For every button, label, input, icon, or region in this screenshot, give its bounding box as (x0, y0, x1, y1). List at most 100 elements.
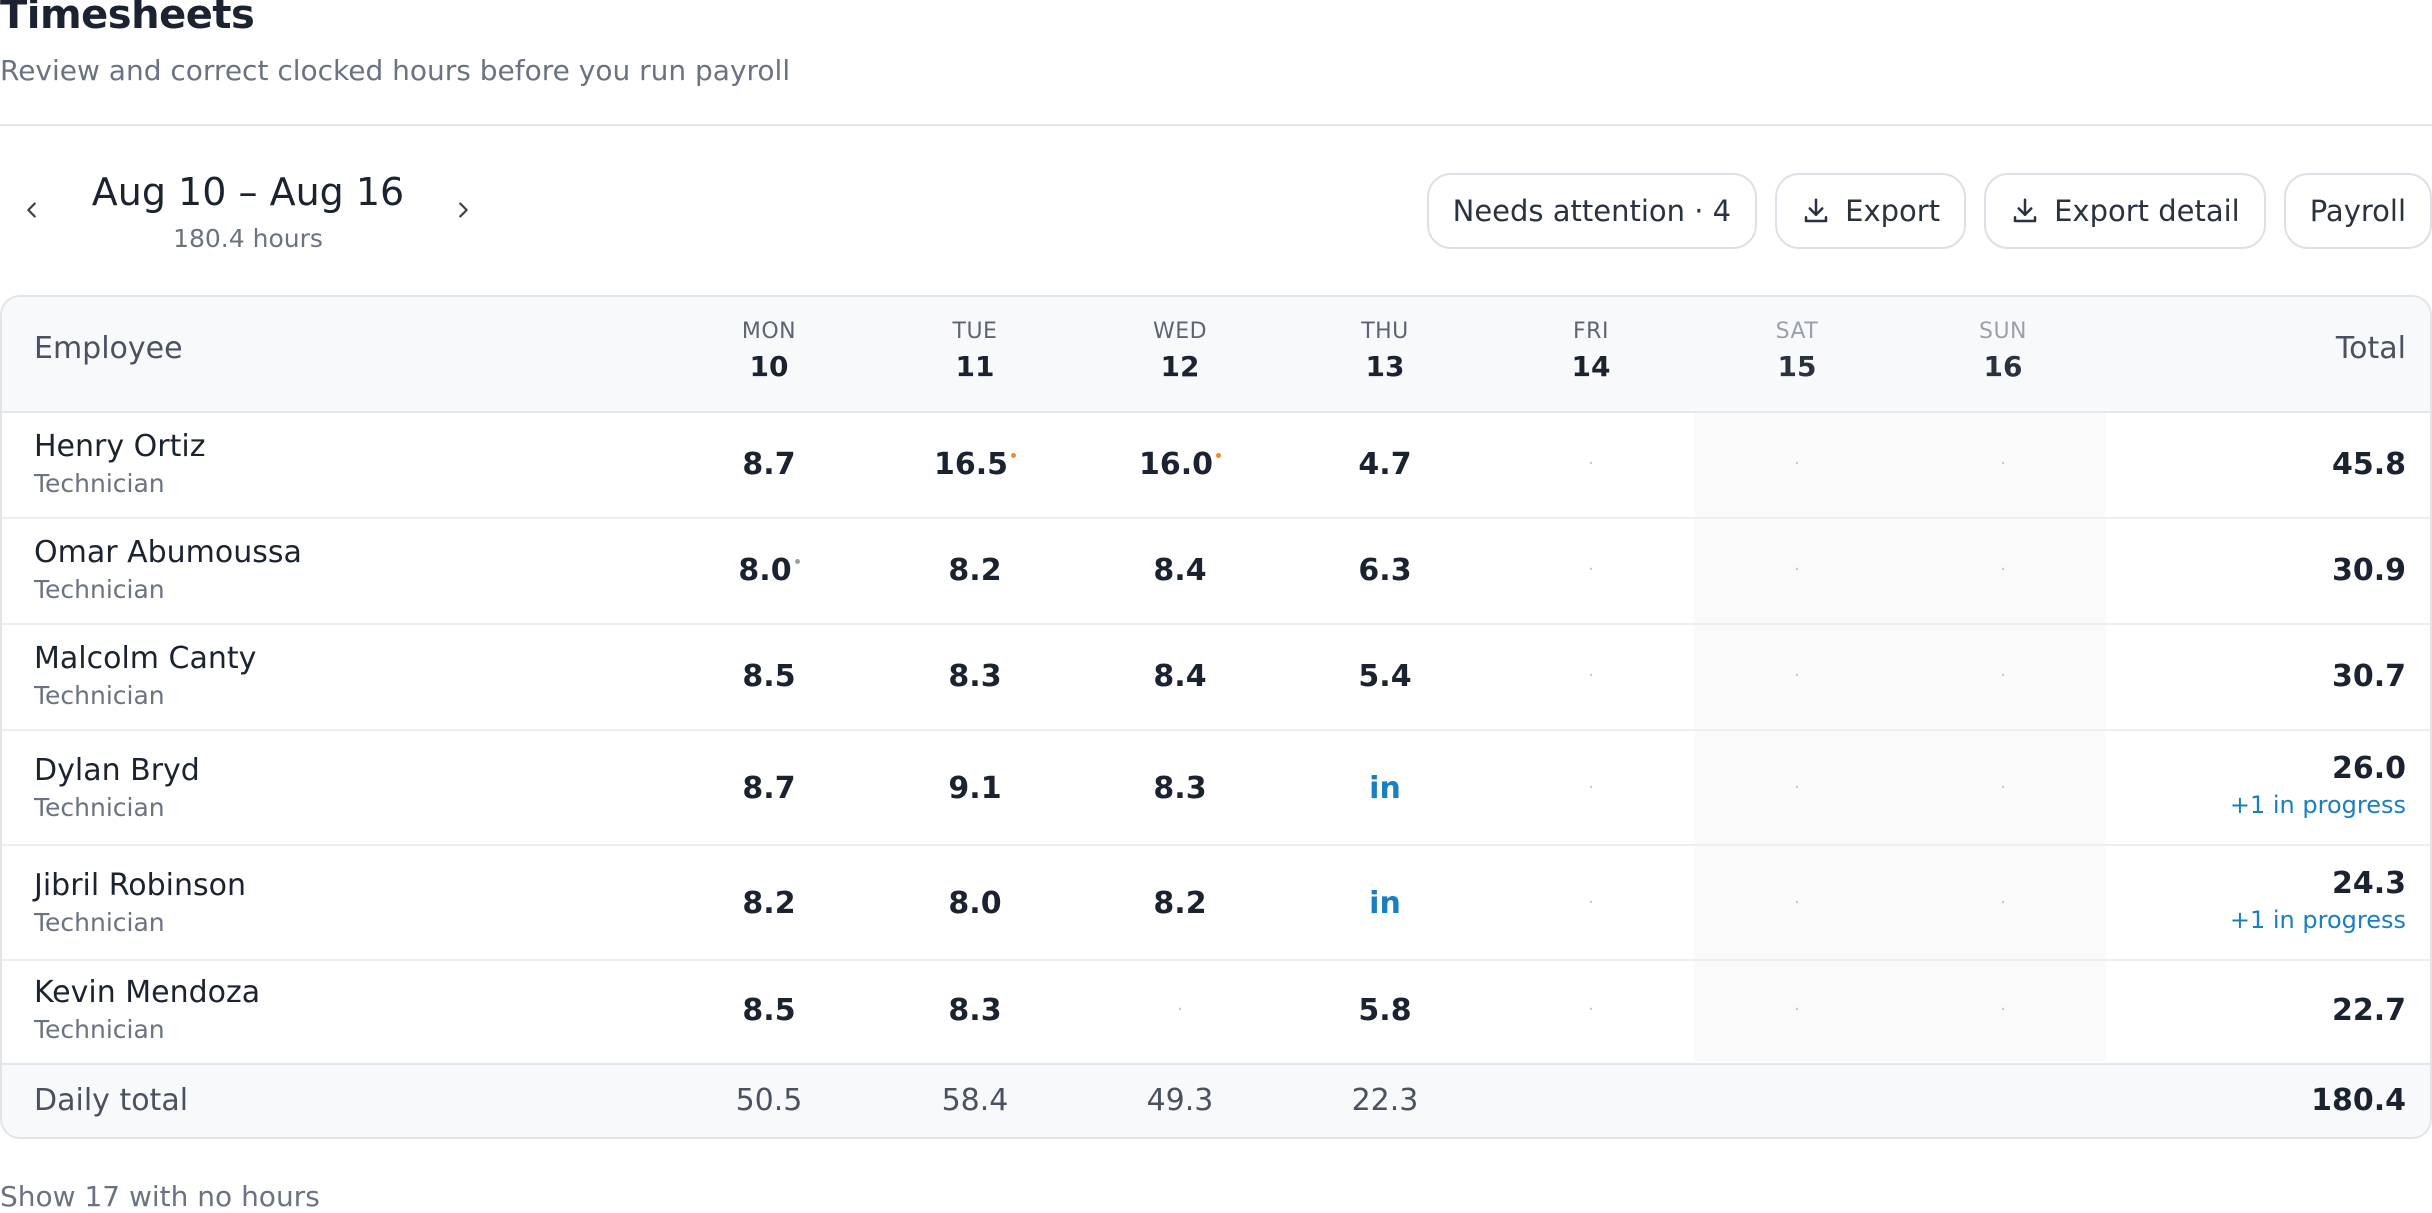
employee-role: Technician (34, 681, 165, 710)
week-navigator: Aug 10 – Aug 16 180.4 hours (0, 160, 500, 260)
table-row[interactable]: Omar Abumoussa Technician 8.0 8.2 8.4 6.… (2, 519, 2430, 625)
hours-cell[interactable]: 8.2 (948, 553, 1002, 588)
empty-cell[interactable]: · (2000, 892, 2006, 913)
hours-cell[interactable]: 16.0 (1077, 447, 1283, 482)
export-button[interactable]: Export (1775, 173, 1967, 249)
day-date: 14 (1571, 350, 1611, 383)
payroll-label: Payroll (2309, 194, 2406, 228)
daily-total-cell: 22.3 (1351, 1083, 1419, 1118)
daily-total-cell: 49.3 (1146, 1083, 1214, 1118)
hours-cell[interactable]: 8.3 (948, 993, 1002, 1028)
hours-cell[interactable]: 8.7 (742, 447, 796, 482)
clocked-in-cell[interactable]: in (1369, 886, 1401, 921)
hours-cell[interactable]: 8.0 (666, 553, 872, 588)
row-total: 22.7 (2331, 993, 2406, 1028)
row-total: 26.0 (2331, 751, 2406, 786)
hours-cell[interactable]: 8.5 (742, 659, 796, 694)
day-date: 10 (749, 350, 789, 383)
hours-cell[interactable]: 8.5 (742, 993, 796, 1028)
table-row[interactable]: Jibril Robinson Technician 8.2 8.0 8.2 i… (2, 846, 2430, 961)
day-date: 13 (1365, 350, 1405, 383)
hours-cell[interactable]: 8.4 (1153, 553, 1207, 588)
export-label: Export (1845, 194, 1941, 228)
hours-cell[interactable]: 8.4 (1153, 659, 1207, 694)
grand-total: 180.4 (2311, 1083, 2406, 1118)
hours-cell[interactable]: 5.4 (1358, 659, 1412, 694)
hours-cell[interactable]: 5.8 (1358, 993, 1412, 1028)
empty-cell[interactable]: · (1588, 559, 1594, 580)
empty-cell[interactable]: · (1588, 999, 1594, 1020)
empty-cell[interactable]: · (2000, 665, 2006, 686)
empty-cell[interactable]: · (1177, 999, 1183, 1020)
previous-week-button[interactable] (12, 188, 52, 232)
empty-cell[interactable]: · (1588, 665, 1594, 686)
total-column-header: Total (2335, 331, 2406, 366)
day-date: 15 (1777, 350, 1817, 383)
flag-dot-icon (1216, 453, 1222, 458)
empty-cell[interactable]: · (2000, 999, 2006, 1020)
empty-cell[interactable]: · (1588, 777, 1594, 798)
table-row[interactable]: Dylan Bryd Technician 8.7 9.1 8.3 in · ·… (2, 731, 2430, 846)
needs-attention-button[interactable]: Needs attention · 4 (1426, 173, 1758, 249)
hours-value: 16.0 (1138, 447, 1214, 482)
next-week-button[interactable] (443, 188, 483, 232)
day-header-sat: SAT 15 (1694, 319, 1900, 383)
weekend-column-shade (1900, 413, 2106, 1061)
export-detail-button[interactable]: Export detail (1984, 173, 2266, 249)
employee-role: Technician (34, 908, 165, 937)
week-hours-total: 180.4 hours (173, 224, 323, 253)
hours-value: 16.5 (933, 447, 1009, 482)
employee-role: Technician (34, 793, 165, 822)
empty-cell[interactable]: · (1588, 892, 1594, 913)
employee-role: Technician (34, 575, 165, 604)
day-date: 16 (1983, 350, 2023, 383)
page-title: Timesheets (0, 0, 255, 38)
table-row[interactable]: Malcolm Canty Technician 8.5 8.3 8.4 5.4… (2, 625, 2430, 731)
hours-cell[interactable]: 16.5 (872, 447, 1078, 482)
empty-cell[interactable]: · (1794, 665, 1800, 686)
hours-cell[interactable]: 8.3 (948, 659, 1002, 694)
page-subtitle: Review and correct clocked hours before … (0, 54, 791, 87)
day-of-week: FRI (1573, 319, 1609, 344)
hours-cell[interactable]: 6.3 (1358, 553, 1412, 588)
row-total: 30.9 (2331, 553, 2406, 588)
week-range: Aug 10 – Aug 16 (91, 170, 405, 214)
empty-cell[interactable]: · (1588, 453, 1594, 474)
payroll-button[interactable]: Payroll (2283, 173, 2432, 249)
daily-total-label: Daily total (34, 1083, 189, 1118)
toolbar: Needs attention · 4 Export Export detail… (1426, 173, 2432, 249)
show-no-hours-toggle[interactable]: Show 17 with no hours (0, 1180, 320, 1213)
hours-value: 8.0 (738, 553, 792, 588)
timesheet-table: Employee MON 10 TUE 11 WED 12 THU 13 FRI… (0, 295, 2432, 1139)
export-detail-label: Export detail (2054, 194, 2240, 228)
hours-cell[interactable]: 4.7 (1358, 447, 1412, 482)
empty-cell[interactable]: · (2000, 777, 2006, 798)
empty-cell[interactable]: · (2000, 559, 2006, 580)
hours-cell[interactable]: 8.2 (742, 886, 796, 921)
empty-cell[interactable]: · (1794, 999, 1800, 1020)
employee-name: Henry Ortiz (34, 429, 206, 464)
note-dot-icon (794, 559, 800, 564)
table-row[interactable]: Kevin Mendoza Technician 8.5 8.3 · 5.8 ·… (2, 961, 2430, 1063)
day-of-week: MON (741, 319, 797, 344)
table-row[interactable]: Henry Ortiz Technician 8.7 16.5 16.0 4.7… (2, 413, 2430, 519)
empty-cell[interactable]: · (1794, 453, 1800, 474)
table-header: Employee MON 10 TUE 11 WED 12 THU 13 FRI… (2, 297, 2430, 413)
employee-name: Jibril Robinson (34, 868, 247, 903)
empty-cell[interactable]: · (1794, 559, 1800, 580)
hours-cell[interactable]: 9.1 (948, 771, 1002, 806)
hours-cell[interactable]: 8.3 (1153, 771, 1207, 806)
in-progress-note: +1 in progress (2229, 906, 2406, 934)
hours-cell[interactable]: 8.2 (1153, 886, 1207, 921)
day-of-week: THU (1361, 319, 1409, 344)
empty-cell[interactable]: · (1794, 777, 1800, 798)
empty-cell[interactable]: · (1794, 892, 1800, 913)
daily-total-cell: 58.4 (941, 1083, 1009, 1118)
day-header-mon: MON 10 (666, 319, 872, 383)
empty-cell[interactable]: · (2000, 453, 2006, 474)
hours-cell[interactable]: 8.0 (948, 886, 1002, 921)
day-header-sun: SUN 16 (1900, 319, 2106, 383)
chevron-left-icon (27, 202, 36, 218)
hours-cell[interactable]: 8.7 (742, 771, 796, 806)
clocked-in-cell[interactable]: in (1369, 771, 1401, 806)
